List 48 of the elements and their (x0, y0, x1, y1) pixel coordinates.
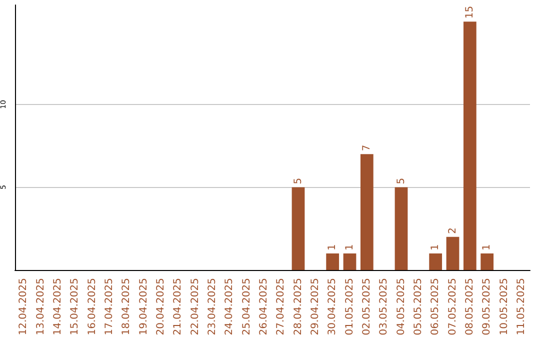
x-tick-label: 17.04.2025 (104, 278, 115, 336)
x-tick-label: 10.05.2025 (498, 278, 510, 336)
data-label: 5 (396, 178, 407, 184)
x-tick-label: 03.05.2025 (378, 278, 390, 336)
x-tick-label: 14.04.2025 (52, 278, 64, 336)
data-label: 1 (430, 244, 442, 250)
data-label: 1 (344, 244, 356, 250)
x-tick-label: 12.04.2025 (18, 278, 30, 336)
x-tick-label: 09.05.2025 (482, 278, 493, 336)
data-label: 2 (447, 228, 458, 234)
x-tick-label: 26.04.2025 (258, 278, 270, 336)
x-tick-label: 07.05.2025 (447, 278, 458, 336)
data-label: 7 (361, 144, 372, 152)
bar (480, 253, 494, 270)
x-tick-label: 11.05.2025 (516, 278, 527, 336)
x-tick-label: 05.05.2025 (412, 278, 424, 336)
x-tick-label: 29.04.2025 (310, 278, 321, 336)
x-tick-label: 25.04.2025 (241, 278, 252, 336)
bar (394, 187, 408, 270)
x-tick-label: 21.04.2025 (172, 278, 184, 336)
x-tick-label: 28.04.2025 (292, 278, 304, 336)
x-tick-label: 16.04.2025 (86, 278, 98, 336)
data-label: 5 (292, 178, 304, 184)
x-tick-label: 24.04.2025 (224, 278, 236, 336)
bar (429, 253, 442, 270)
x-tick-label: 13.04.2025 (35, 278, 46, 336)
bar (343, 253, 356, 270)
x-tick-label: 22.04.2025 (190, 278, 201, 336)
x-tick-label: 30.04.2025 (327, 278, 338, 336)
x-tick-label: 23.04.2025 (206, 278, 218, 336)
bar (446, 236, 460, 270)
bar (360, 154, 374, 270)
x-tick-label: 15.04.2025 (70, 278, 81, 336)
x-tick-label: 18.04.2025 (121, 278, 132, 336)
bar (326, 253, 340, 270)
data-label: 15 (464, 6, 476, 19)
x-tick-label: 06.05.2025 (430, 278, 442, 336)
data-label: 1 (327, 244, 338, 250)
x-tick-label: 02.05.2025 (361, 278, 372, 336)
x-tick-label: 04.05.2025 (396, 278, 407, 336)
x-tick-label: 19.04.2025 (138, 278, 150, 336)
x-tick-label: 27.04.2025 (276, 278, 287, 336)
x-tick-label: 20.04.2025 (155, 278, 166, 336)
data-label: 1 (482, 244, 493, 250)
x-tick-label: 01.05.2025 (344, 278, 356, 336)
bar (463, 22, 476, 270)
bar (292, 187, 305, 270)
x-tick-label: 08.05.2025 (464, 278, 476, 336)
